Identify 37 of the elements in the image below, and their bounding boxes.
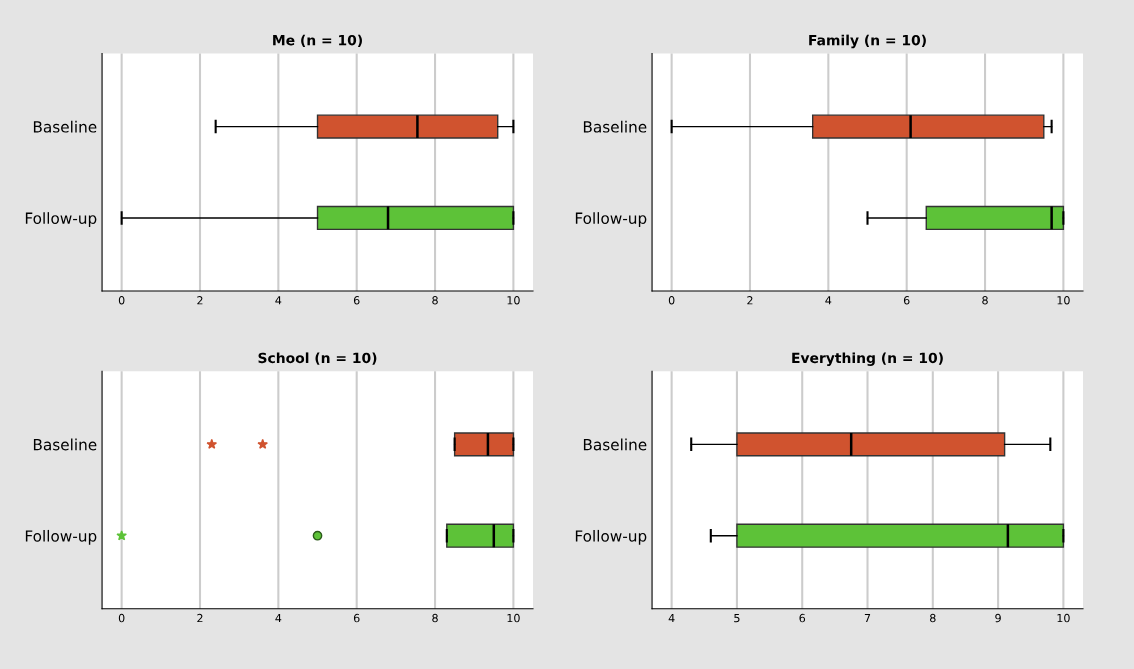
x-tick-label: 8 [432,296,438,305]
x-tick-label: 9 [995,613,1001,623]
x-tick-label: 0 [668,296,675,305]
y-tick-label: Follow-up [25,212,97,227]
x-tick-label: 10 [1057,296,1070,305]
x-tick-label: 4 [825,296,832,305]
chart-title: Everything (n = 10) [792,352,943,366]
x-tick-label: 6 [799,613,806,623]
chart-title: School (n = 10) [258,352,377,365]
x-tick-label: 0 [118,613,125,623]
x-tick-label: 8 [930,613,936,623]
y-tick-label: Baseline [33,438,97,451]
x-tick-label: 10 [507,296,520,305]
x-tick-label: 8 [432,613,438,623]
y-tick-label: Baseline [583,120,647,133]
y-tick-label: Baseline [583,438,647,451]
x-tick-label: 7 [864,613,871,623]
x-tick-label: 2 [197,613,203,623]
x-tick-label: 0 [118,296,125,305]
x-tick-label: 6 [353,613,360,623]
y-tick-label: Follow-up [575,529,647,545]
y-tick-label: Baseline [33,120,97,133]
x-tick-label: 8 [982,296,988,305]
x-tick-label: 5 [734,613,740,623]
x-tick-label: 4 [275,296,282,305]
x-tick-label: 6 [353,296,360,305]
y-tick-label: Follow-up [575,212,647,227]
x-tick-label: 6 [903,296,910,305]
x-tick-label: 10 [507,613,520,623]
x-tick-label: 10 [1057,613,1070,623]
chart-title: Me (n = 10) [273,34,362,48]
x-tick-label: 2 [747,296,753,305]
x-tick-label: 4 [275,613,282,623]
x-tick-label: 4 [668,613,675,623]
chart-title: Family (n = 10) [809,34,926,49]
y-tick-label: Follow-up [25,529,97,545]
x-tick-label: 2 [197,296,203,305]
